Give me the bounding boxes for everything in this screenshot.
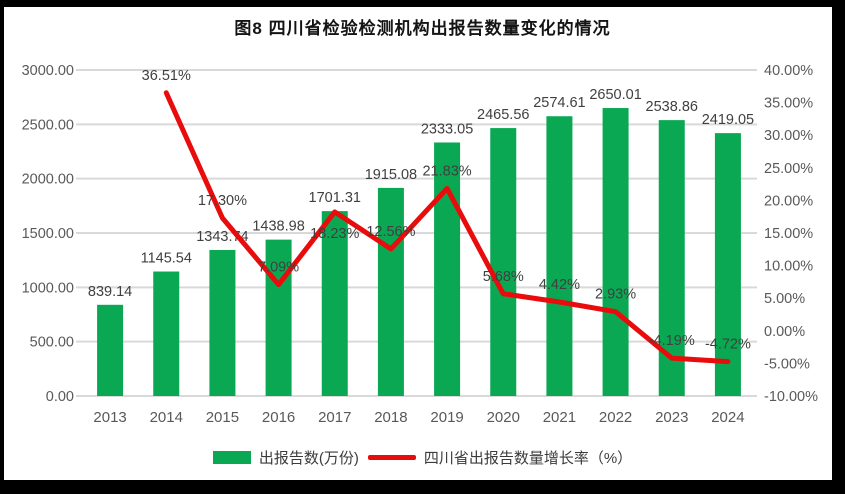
right-axis-tick: 15.00%	[764, 226, 813, 242]
bar-value-label: 1915.08	[365, 167, 417, 183]
line-value-label: -4.19%	[649, 333, 695, 349]
bar-2022	[602, 108, 629, 396]
growth-rate-line	[163, 90, 731, 365]
gridlines	[76, 69, 757, 397]
right-axis-tick: 10.00%	[764, 259, 813, 275]
line-value-label: 21.83%	[422, 163, 471, 179]
bar-value-label: 2419.05	[702, 112, 754, 128]
line-series-swatch-icon	[367, 454, 416, 460]
right-axis-tick: 40.00%	[764, 63, 813, 79]
bar-2018	[377, 187, 404, 396]
line-value-label: 4.42%	[539, 277, 580, 293]
x-axis-label: 2015	[206, 409, 239, 426]
right-axis-tick: 5.00%	[764, 291, 805, 307]
x-axis-label: 2016	[262, 409, 295, 426]
bar-2023	[658, 120, 685, 397]
left-axis-tick: 0.00	[46, 389, 74, 405]
legend-label-bars: 出报告数(万份)	[258, 449, 359, 467]
bar-2024	[714, 133, 741, 397]
bar-2016	[265, 239, 292, 396]
line-value-label: -4.72%	[705, 337, 751, 353]
left-axis-tick-labels: 0.00 500.00 1000.00 1500.00 2000.00 2500.00 30…	[22, 63, 74, 405]
x-axis-label: 2013	[93, 409, 126, 426]
bar-value-label: 2538.86	[646, 99, 698, 115]
x-axis-label: 2022	[599, 409, 632, 426]
left-axis-tick: 1500.00	[22, 226, 74, 242]
left-axis-tick: 2500.00	[22, 117, 74, 133]
legend-label-line: 四川省出报告数量增长率（%）	[423, 449, 633, 467]
bar-series	[97, 108, 741, 397]
bar-2020	[490, 128, 517, 397]
chart-title: 图8 四川省检验检测机构出报告数量变化的情况	[234, 19, 611, 38]
x-axis-label: 2019	[430, 409, 463, 426]
right-axis-tick: 0.00%	[764, 324, 805, 340]
left-axis-tick: 3000.00	[22, 63, 74, 79]
bar-value-label: 2574.61	[533, 95, 585, 111]
left-axis-tick: 500.00	[30, 335, 74, 351]
line-value-label: 2.93%	[595, 287, 636, 303]
right-axis-tick: 20.00%	[764, 193, 813, 209]
left-axis-tick: 1000.00	[22, 280, 74, 296]
line-value-label: 17.30%	[198, 193, 247, 209]
legend-item-line: 四川省出报告数量增长率（%）	[367, 447, 633, 468]
bar-2013	[97, 304, 124, 396]
bar-series-swatch-icon	[212, 450, 251, 464]
bar-value-label: 1438.98	[252, 219, 304, 235]
x-axis-label: 2014	[150, 409, 183, 426]
bar-2021	[546, 116, 573, 397]
line-value-label: 12.56%	[366, 224, 415, 240]
x-axis-label: 2017	[318, 409, 351, 426]
x-axis-label: 2024	[711, 409, 744, 426]
x-axis-labels: 2013 2014 2015 2016 2017 2018 2019 2020 2021 2022…	[93, 409, 744, 426]
bar-2015	[209, 249, 236, 396]
right-axis-tick-labels: -10.00% -5.00% 0.00% 5.00% 10.00% 15.00% 20.00…	[764, 63, 818, 405]
line-value-label: 5.68%	[483, 269, 524, 285]
right-axis-tick: -10.00%	[764, 389, 818, 405]
right-axis-tick: 30.00%	[764, 128, 813, 144]
x-axis-label: 2018	[374, 409, 407, 426]
bar-2019	[434, 142, 461, 396]
line-value-label: 36.51%	[142, 68, 191, 84]
bar-value-label: 839.14	[88, 284, 132, 300]
legend-item-bars: 出报告数(万份)	[212, 447, 359, 468]
bar-value-labels: 839.141145.541343.741438.981701.311915.0…	[88, 87, 754, 300]
bar-value-label: 2333.05	[421, 121, 473, 137]
bar-value-label: 2465.56	[477, 107, 529, 123]
line-value-labels: 36.51% 17.30% 7.09% 18.23% 12.56% 21.83% 5.68%…	[142, 68, 751, 353]
bar-2017	[321, 211, 348, 396]
x-axis-label: 2021	[543, 409, 576, 426]
bar-value-label: 2650.01	[589, 87, 641, 103]
x-axis-label: 2020	[487, 409, 520, 426]
x-axis-label: 2023	[655, 409, 688, 426]
bar-value-label: 1701.31	[309, 190, 361, 206]
right-axis-tick: 35.00%	[764, 96, 813, 112]
left-axis-tick: 2000.00	[22, 172, 74, 188]
right-axis-tick: 25.00%	[764, 161, 813, 177]
bar-value-label: 1145.54	[141, 251, 192, 267]
bar-2014	[153, 271, 180, 396]
line-value-label: 18.23%	[310, 226, 359, 242]
right-axis-tick: -5.00%	[764, 356, 810, 372]
legend: 出报告数(万份) 四川省出报告数量增长率（%）	[0, 443, 845, 471]
line-value-label: 7.09%	[258, 260, 299, 276]
